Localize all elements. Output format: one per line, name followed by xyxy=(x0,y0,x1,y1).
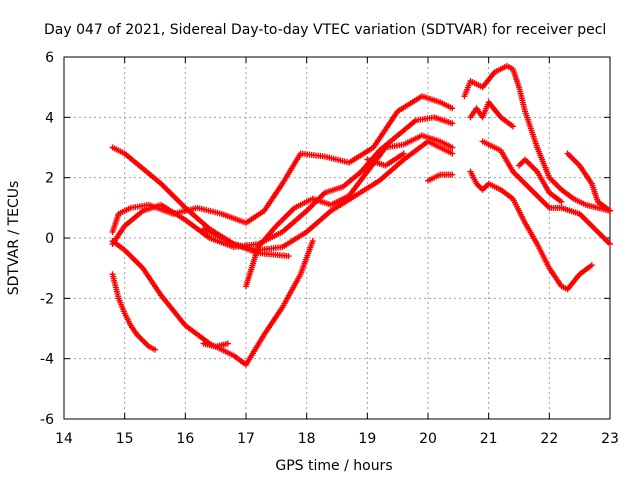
x-tick-label: 21 xyxy=(480,431,498,447)
grid xyxy=(64,57,610,419)
series-track-10 xyxy=(425,171,456,184)
series-track-2 xyxy=(109,93,456,235)
series-track-6 xyxy=(200,340,231,350)
data-point xyxy=(449,144,456,151)
series-track-8 xyxy=(243,132,456,290)
x-tick-label: 16 xyxy=(176,431,194,447)
data-point xyxy=(400,150,407,157)
series-group xyxy=(109,63,613,368)
data-point xyxy=(152,346,158,353)
x-tick-label: 14 xyxy=(55,431,73,447)
data-point xyxy=(607,207,613,214)
data-point xyxy=(449,171,456,178)
chart-title: Day 047 of 2021, Sidereal Day-to-day VTE… xyxy=(44,22,606,38)
series-track-13 xyxy=(467,168,595,293)
x-tick-label: 17 xyxy=(237,431,255,447)
data-point xyxy=(509,123,516,130)
x-tick-label: 22 xyxy=(540,431,558,447)
y-tick-label: -6 xyxy=(40,412,54,428)
data-point xyxy=(309,238,316,245)
series-track-7 xyxy=(200,225,292,260)
series-track-15 xyxy=(516,156,565,205)
x-tick-label: 15 xyxy=(116,431,134,447)
data-point xyxy=(285,253,292,260)
data-point xyxy=(449,150,456,157)
series-track-12 xyxy=(467,99,516,130)
series-track-11 xyxy=(461,63,613,214)
series-track-14 xyxy=(479,138,613,248)
data-point xyxy=(224,340,231,347)
series-track-9 xyxy=(364,150,407,169)
y-axis-label: SDTVAR / TECUs xyxy=(6,181,22,296)
x-tick-label: 23 xyxy=(601,431,619,447)
x-tick-label: 20 xyxy=(419,431,437,447)
series-track-4 xyxy=(109,238,316,368)
series-track-1 xyxy=(109,138,456,254)
data-point xyxy=(449,120,456,127)
data-point xyxy=(588,262,595,269)
y-tick-label: 0 xyxy=(45,231,54,247)
data-point xyxy=(607,241,613,248)
x-tick-label: 18 xyxy=(298,431,316,447)
y-tick-label: 6 xyxy=(45,50,54,66)
x-axis-label: GPS time / hours xyxy=(275,458,392,474)
data-point xyxy=(449,105,456,112)
axis-ticks: 14 15 16 17 18 19 20 21 22 23 -6 -4 -2 0 2 4 6 xyxy=(40,50,619,447)
x-tick-label: 19 xyxy=(358,431,376,447)
y-tick-label: -4 xyxy=(40,352,54,368)
series-track-5 xyxy=(109,271,158,353)
y-tick-label: 4 xyxy=(45,110,54,126)
y-tick-label: 2 xyxy=(45,171,54,187)
y-tick-label: -2 xyxy=(40,291,54,307)
data-point xyxy=(558,198,565,205)
series-track-16 xyxy=(564,150,613,214)
